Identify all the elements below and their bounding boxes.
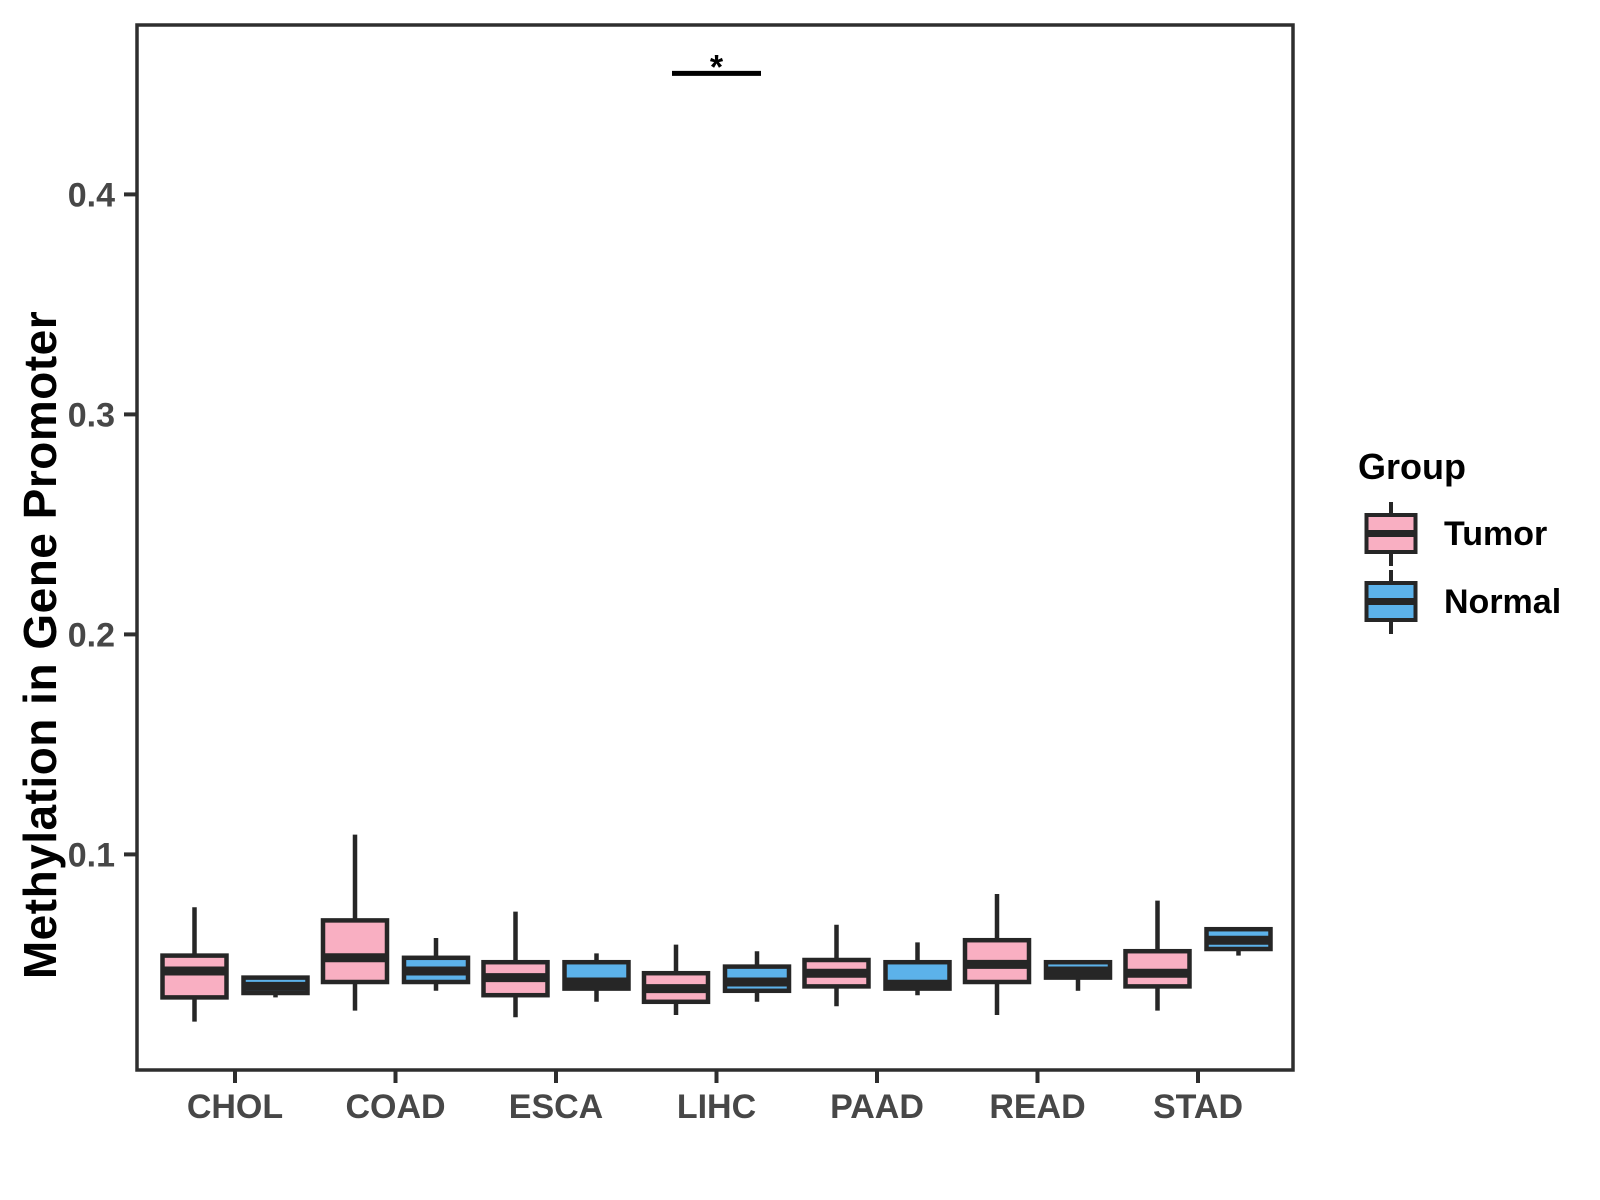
significance-star: * (710, 48, 724, 86)
y-tick-label: 0.2 (68, 616, 115, 654)
y-tick-label: 0.3 (68, 396, 115, 434)
legend-item-normal: Normal (1356, 568, 1596, 636)
y-axis-title: Methylation in Gene Promoter (14, 310, 66, 980)
x-tick-label: LIHC (677, 1088, 756, 1126)
box-tumor-CHOL (160, 953, 229, 1000)
panel-border (135, 23, 1295, 1072)
y-tick-label: 0.1 (68, 836, 115, 874)
x-tick-label: COAD (345, 1088, 445, 1126)
x-tick-label: PAAD (830, 1088, 924, 1126)
legend-label-normal: Normal (1444, 582, 1562, 621)
x-tick-label: READ (989, 1088, 1085, 1126)
x-tick-label: ESCA (509, 1088, 603, 1126)
legend-item-tumor: Tumor (1356, 500, 1596, 568)
y-tick-label: 0.4 (68, 176, 115, 214)
legend-title: Group (1358, 446, 1466, 487)
normal-boxplot-key-icon (1364, 570, 1418, 634)
legend-label-tumor: Tumor (1444, 514, 1548, 553)
x-tick-label: CHOL (187, 1088, 283, 1126)
x-tick-label: STAD (1153, 1088, 1243, 1126)
legend-key-boxplot-icon (1364, 502, 1418, 566)
legend: Group Tumor Normal (1356, 446, 1596, 636)
tumor-boxplot-key-icon (1364, 502, 1418, 566)
box-tumor-COAD (320, 918, 390, 985)
legend-key-boxplot-icon (1364, 570, 1418, 634)
